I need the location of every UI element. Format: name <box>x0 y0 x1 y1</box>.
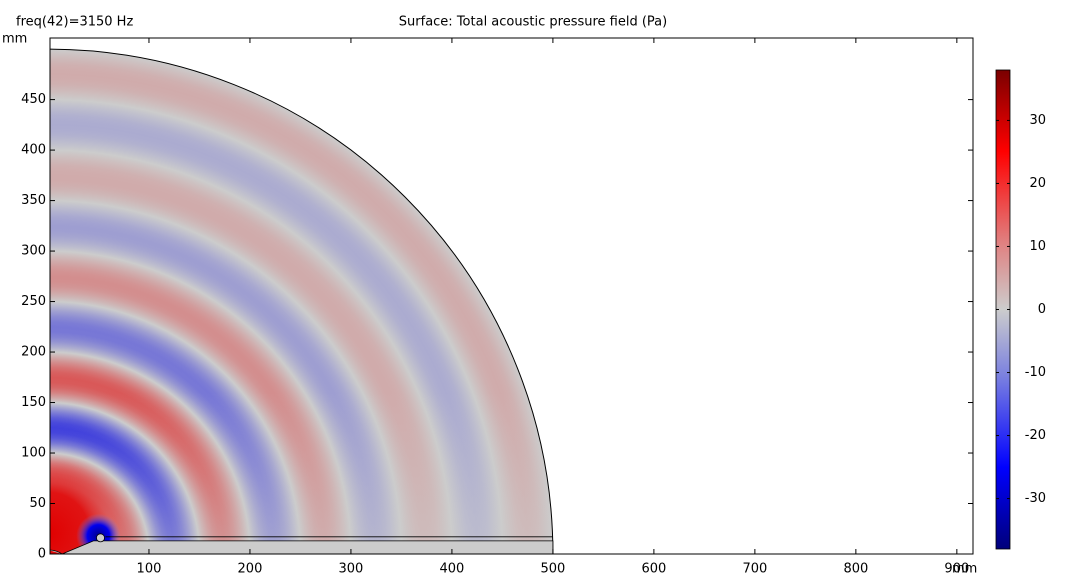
x-tick-label: 800 <box>843 562 868 577</box>
colorbar-label: -30 <box>1025 491 1046 506</box>
x-tick-label: 200 <box>238 562 263 577</box>
colorbar-label: 30 <box>1029 113 1046 128</box>
y-tick-label: 200 <box>21 345 46 360</box>
y-tick-label: 400 <box>21 143 46 158</box>
x-tick-label: 700 <box>742 562 767 577</box>
y-tick-label: 50 <box>29 496 46 511</box>
colorbar-label: 20 <box>1029 176 1046 191</box>
y-tick-label: 450 <box>21 92 46 107</box>
y-tick-label: 300 <box>21 244 46 259</box>
boundary <box>50 48 554 554</box>
x-unit: mm <box>952 562 977 577</box>
y-tick-label: 0 <box>38 547 46 562</box>
baffle <box>61 540 554 554</box>
origin-cap <box>50 549 63 554</box>
colorbar-label: -20 <box>1025 428 1046 443</box>
colorbar-label: 0 <box>1038 302 1046 317</box>
field-blob <box>50 49 553 554</box>
x-tick-label: 100 <box>137 562 162 577</box>
driver <box>96 533 105 543</box>
field <box>50 48 554 554</box>
x-tick-label: 600 <box>641 562 666 577</box>
x-tick-label: 900 <box>944 562 969 577</box>
colorbar-label: 10 <box>1029 239 1046 254</box>
x-tick-label: 400 <box>440 562 465 577</box>
subtitle: freq(42)=3150 Hz <box>16 15 133 30</box>
y-tick-label: 150 <box>21 395 46 410</box>
x-tick-label: 300 <box>339 562 364 577</box>
title: Surface: Total acoustic pressure field (… <box>399 15 667 30</box>
y-tick-label: 350 <box>21 193 46 208</box>
y-unit: mm <box>2 32 27 47</box>
colorbar-label: -10 <box>1025 365 1046 380</box>
x-tick-label: 500 <box>540 562 565 577</box>
plot-frame <box>49 37 974 555</box>
y-tick-label: 100 <box>21 446 46 461</box>
y-tick-label: 250 <box>21 294 46 309</box>
